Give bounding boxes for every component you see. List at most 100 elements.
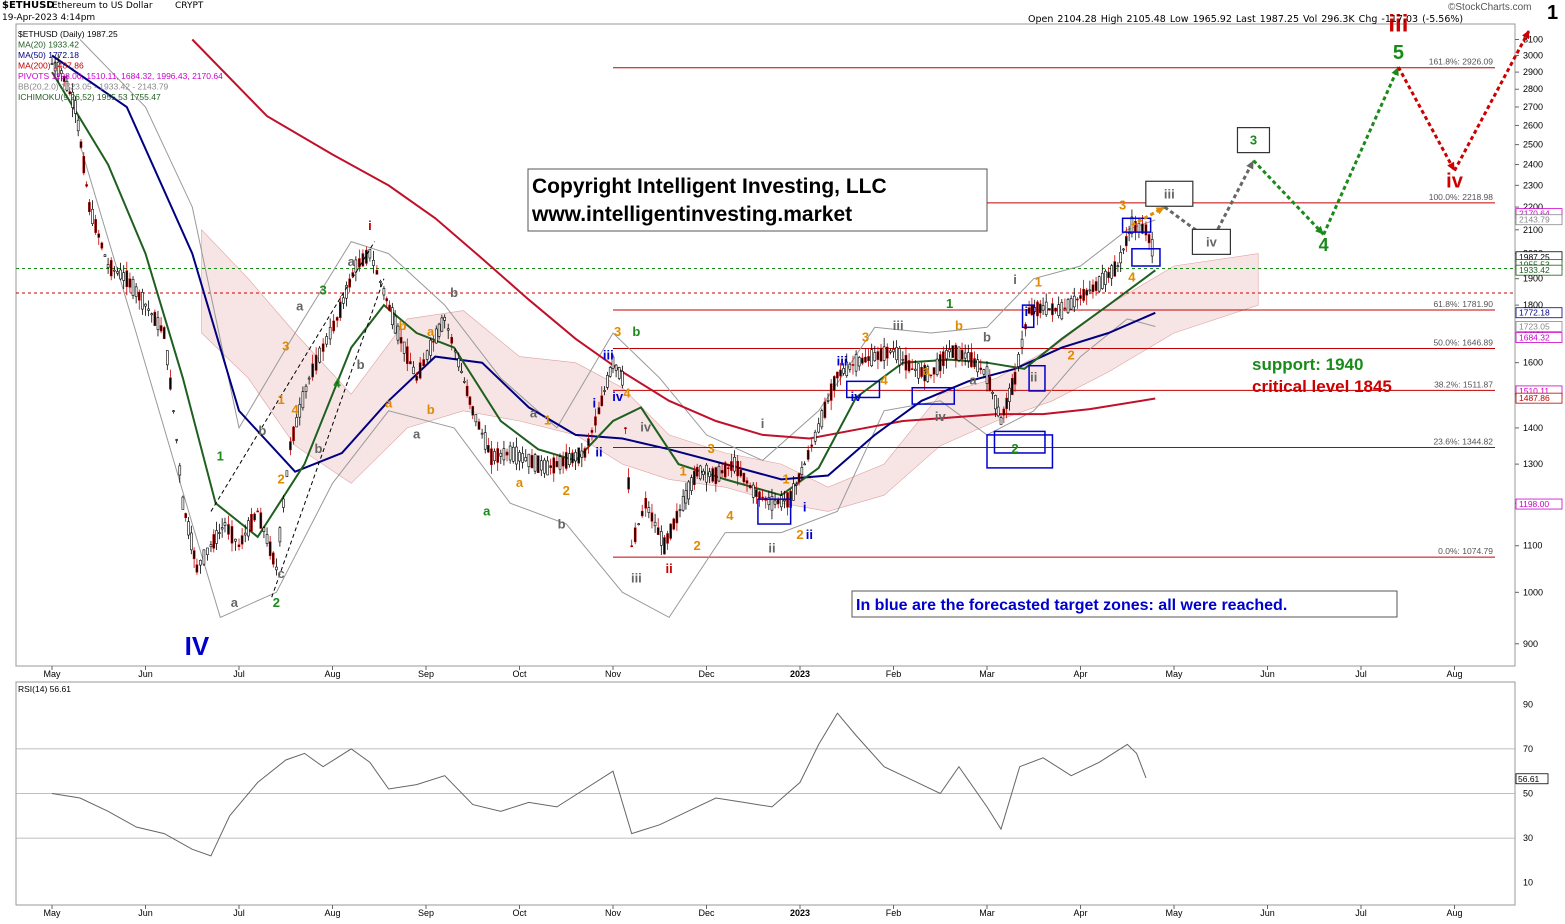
rsi-tick-label: 10 <box>1523 878 1533 888</box>
wave-label-box <box>1236 127 1271 154</box>
wave-label: a <box>385 395 393 410</box>
candle-body <box>985 366 989 384</box>
candle-body <box>275 566 278 571</box>
wave-label: a <box>483 504 491 519</box>
wave-label: 4 <box>291 402 299 417</box>
candle-body <box>633 527 637 543</box>
candle-body <box>169 377 172 390</box>
y-tick-label: 1800 <box>1523 300 1543 310</box>
candle-body <box>1017 354 1020 367</box>
forecast-arrowhead <box>1155 207 1165 215</box>
candle-body <box>62 75 66 82</box>
candle-body <box>898 348 902 366</box>
candle-body <box>91 208 94 224</box>
rsi-x-tick-label: 2023 <box>790 908 810 918</box>
candle-body <box>209 544 213 548</box>
candle-body <box>587 438 590 446</box>
wave-label-box <box>1191 228 1232 255</box>
wave-label: 3 <box>320 282 327 297</box>
candle-body <box>391 307 394 326</box>
candle-body <box>963 352 967 359</box>
candle-body <box>1082 288 1085 301</box>
wave-label: c <box>277 566 284 581</box>
candle-body <box>935 358 939 375</box>
candle-body <box>153 311 157 327</box>
wave-label: ii <box>595 445 602 460</box>
fib-label: 161.8%: 2926.09 <box>1429 57 1494 67</box>
candle-body <box>536 455 540 474</box>
candle-body <box>621 370 624 386</box>
candle-body <box>960 349 964 360</box>
candle-body <box>234 538 237 542</box>
candle-body <box>966 352 970 362</box>
y-tick-label: 2900 <box>1523 67 1543 77</box>
candle-body <box>119 269 122 280</box>
candle-body <box>653 521 657 527</box>
candle-body <box>606 375 609 388</box>
forecast-arrow <box>1453 29 1531 172</box>
wave-label: i <box>1013 272 1017 287</box>
price-tag-box <box>1515 264 1563 276</box>
wave-label: ii <box>665 561 672 576</box>
candle-body <box>471 406 475 416</box>
legend-entry: $ETHUSD (Daily) 1987.25 <box>18 29 118 39</box>
candle-body <box>388 304 391 311</box>
x-tick-label: Sep <box>418 669 434 679</box>
candle-body <box>530 455 534 469</box>
candle-body <box>736 460 739 477</box>
wave-label: 4 <box>334 376 342 391</box>
candle-body <box>393 315 397 334</box>
candle-body <box>820 410 824 428</box>
candle-body <box>857 357 861 367</box>
candle-body <box>301 391 305 409</box>
candle-body <box>1110 265 1113 279</box>
candle-body <box>910 368 914 370</box>
wave-label: iv <box>935 409 947 424</box>
candle-body <box>422 359 425 367</box>
candle-body <box>693 470 696 486</box>
wave-label: 1 <box>782 471 789 486</box>
candle-body <box>328 326 332 340</box>
candle-body <box>1088 289 1092 292</box>
candle-body <box>460 370 463 373</box>
candle-body <box>206 547 209 555</box>
candle-body <box>876 351 880 360</box>
stockcharts-logo: ©StockCharts.com <box>1448 2 1532 13</box>
target-box <box>757 498 792 525</box>
candle-body <box>483 432 487 450</box>
candle-body <box>56 61 60 77</box>
candle-body <box>511 446 515 462</box>
forecast-arrowhead <box>1315 225 1324 235</box>
y-tick-label: 2100 <box>1523 225 1543 235</box>
candle-body <box>970 352 973 368</box>
candle-body <box>1027 307 1031 314</box>
candle-body <box>508 445 512 461</box>
candle-body <box>134 286 138 297</box>
wave-label: ii <box>768 540 775 555</box>
candle-body <box>125 270 129 288</box>
fib-label: 100.0%: 2218.98 <box>1429 192 1494 202</box>
candle-body <box>74 100 77 114</box>
candle-body <box>147 308 150 311</box>
candle-body <box>113 269 116 272</box>
price-tag: 1723.05 <box>1519 321 1550 331</box>
price-tag: 1933.42 <box>1519 265 1550 275</box>
price-tag-box <box>1515 498 1563 510</box>
candle-body <box>817 423 821 433</box>
candle-body <box>1005 397 1008 410</box>
candle-body <box>1038 303 1042 314</box>
wave-label: 2 <box>796 527 803 542</box>
candle-body <box>848 363 852 370</box>
candle-body <box>792 483 795 501</box>
candle-body <box>705 464 708 483</box>
candle-body <box>465 385 469 397</box>
candle-body <box>335 317 339 321</box>
exchange: CRYPT <box>175 1 204 11</box>
forecast-arrow <box>1252 159 1325 236</box>
candle-body <box>440 317 444 332</box>
candle-body <box>672 518 676 530</box>
candle-body <box>836 371 839 379</box>
candle-body <box>851 364 855 366</box>
